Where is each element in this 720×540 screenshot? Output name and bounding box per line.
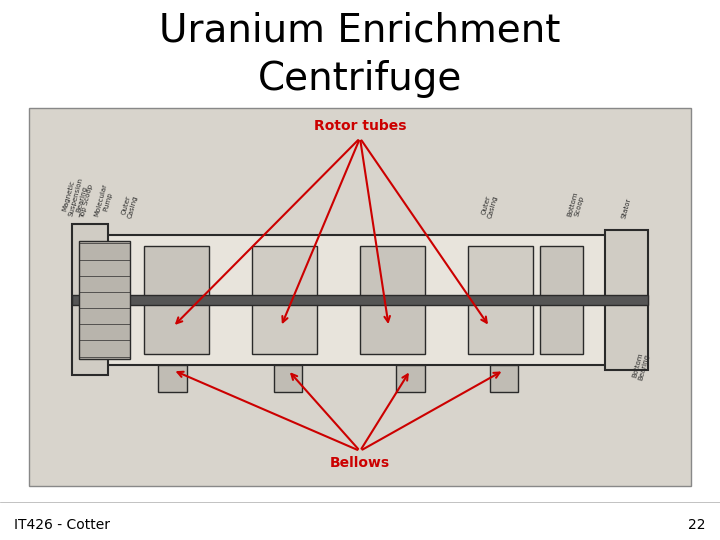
FancyBboxPatch shape [274,364,302,391]
FancyBboxPatch shape [158,364,187,391]
FancyBboxPatch shape [144,246,209,354]
FancyBboxPatch shape [72,294,648,305]
FancyBboxPatch shape [79,235,641,364]
Text: Bottom
Scoop: Bottom Scoop [567,191,585,219]
Text: Centrifuge: Centrifuge [258,60,462,98]
Text: IT426 - Cotter: IT426 - Cotter [14,518,110,532]
FancyBboxPatch shape [252,246,317,354]
Text: Bellows: Bellows [330,456,390,470]
FancyBboxPatch shape [468,246,533,354]
FancyBboxPatch shape [360,246,425,354]
FancyBboxPatch shape [29,109,691,486]
Text: 22: 22 [688,518,706,532]
FancyBboxPatch shape [72,225,108,375]
Text: Molecular
Pump: Molecular Pump [94,183,115,219]
FancyBboxPatch shape [490,364,518,391]
FancyBboxPatch shape [540,246,583,354]
Text: Rotor tubes: Rotor tubes [314,119,406,133]
FancyBboxPatch shape [396,364,425,391]
Text: Bottom
Bearing: Bottom Bearing [631,352,651,381]
Text: Top Scoop: Top Scoop [79,184,94,219]
FancyBboxPatch shape [79,241,130,359]
FancyBboxPatch shape [605,230,648,370]
Text: Uranium Enrichment: Uranium Enrichment [159,11,561,49]
Text: Magnetic
Suspension
Bearing: Magnetic Suspension Bearing [60,176,91,219]
Text: Outer
Casing: Outer Casing [480,193,499,219]
Text: Outer
Casing: Outer Casing [120,193,139,219]
Text: Stator: Stator [621,197,632,219]
